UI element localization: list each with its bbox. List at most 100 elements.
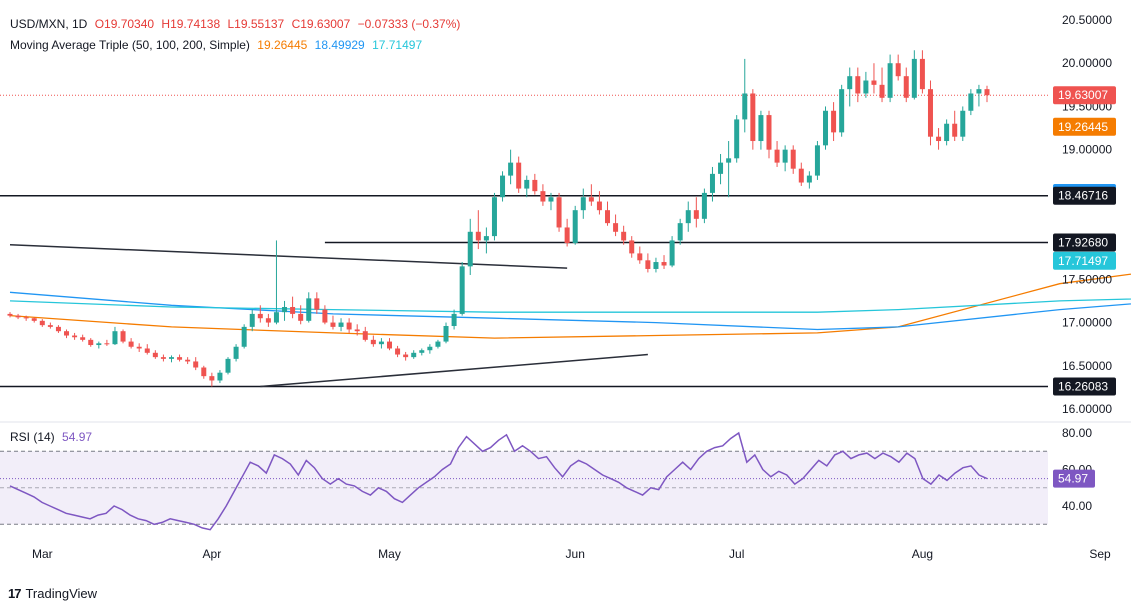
candle-body: [524, 179, 530, 189]
candle-body: [104, 343, 110, 345]
candle-body: [451, 313, 457, 327]
candle-body: [475, 231, 481, 241]
price-label-box: [1053, 377, 1116, 396]
candle-body: [168, 357, 174, 359]
rsi-value-box: [1053, 469, 1095, 488]
moving-average-200-line: [9, 298, 1131, 313]
candle-body: [15, 315, 21, 318]
candle-body: [96, 343, 102, 346]
candle-body: [580, 197, 586, 211]
candle-body: [774, 149, 780, 163]
candle-body: [734, 119, 740, 159]
candle-body: [459, 266, 465, 314]
candle-body: [483, 236, 489, 241]
candle-body: [290, 306, 296, 314]
candle-body: [500, 175, 506, 198]
rsi-value-text: 54.97: [1058, 472, 1088, 486]
candle-body: [370, 339, 376, 345]
price-pane: [0, 50, 1131, 388]
open-value: O19.70340: [94, 17, 155, 31]
candle-body: [112, 331, 118, 345]
candle-body: [491, 197, 497, 237]
candle-body: [306, 298, 312, 321]
candle-body: [669, 240, 675, 266]
candle-body: [427, 346, 433, 351]
candle-body: [847, 76, 853, 90]
month-tick-label: Apr: [203, 547, 222, 561]
candle-body: [322, 309, 328, 323]
axes: 20.5000020.0000019.5000019.0000017.50000…: [32, 13, 1116, 561]
trendline: [260, 353, 648, 388]
candle-body: [766, 115, 772, 150]
moving-average-50-line: [9, 273, 1131, 339]
price-label-text: 18.46716: [1058, 189, 1108, 203]
month-tick-label: Aug: [912, 547, 933, 561]
price-label-box: [1053, 186, 1116, 205]
candle-body: [88, 339, 94, 346]
price-label-text: 16.26083: [1058, 379, 1108, 393]
candle-body: [144, 348, 150, 353]
price-label-box: [1053, 117, 1116, 136]
candle-body: [386, 341, 392, 349]
candle-body: [782, 149, 788, 163]
candle-body: [653, 262, 659, 269]
candle-body: [831, 110, 837, 133]
candle-body: [346, 322, 352, 330]
candle-body: [185, 359, 191, 362]
rsi-line: [9, 431, 988, 531]
moving-average-100-line: [9, 291, 1131, 331]
candle-body: [177, 357, 183, 360]
candle-body: [257, 313, 263, 319]
candle-body: [855, 76, 861, 94]
candle-body: [338, 322, 344, 327]
candle-body: [984, 89, 990, 96]
candle-body: [750, 93, 756, 142]
candle-body: [419, 350, 425, 353]
candle-body: [621, 231, 627, 241]
candle-body: [823, 110, 829, 146]
candle-body: [47, 325, 53, 327]
candle-body: [241, 326, 247, 347]
candle-body: [31, 318, 37, 321]
candle-body: [160, 357, 166, 359]
candle-body: [911, 58, 917, 98]
rsi-pane: [0, 431, 1048, 531]
candle-body: [298, 313, 304, 321]
candle-body: [927, 89, 933, 137]
price-tick-label: 20.00000: [1062, 56, 1112, 70]
candle-body: [709, 173, 715, 193]
candle-body: [265, 318, 271, 323]
price-tick-label: 17.50000: [1062, 272, 1112, 286]
rsi-tick-label: 40.00: [1062, 499, 1092, 513]
price-tick-label: 16.00000: [1062, 402, 1112, 416]
candle-body: [249, 313, 255, 327]
candle-body: [726, 158, 732, 163]
candle-body: [742, 93, 748, 120]
candle-body: [758, 115, 764, 142]
candle-body: [677, 223, 683, 241]
low-value: L19.55137: [227, 17, 285, 31]
candle-body: [330, 322, 336, 327]
price-tick-label: 17.00000: [1062, 316, 1112, 330]
candle-body: [516, 162, 522, 189]
month-tick-label: May: [378, 547, 401, 561]
candle-body: [613, 223, 619, 232]
candle-body: [217, 372, 223, 381]
candle-body: [596, 201, 602, 211]
candle-body: [80, 337, 86, 340]
candle-body: [467, 231, 473, 267]
candle-body: [233, 346, 239, 359]
candle-body: [443, 326, 449, 342]
candle-body: [395, 348, 401, 355]
symbol-label: USD/MXN, 1D: [10, 17, 88, 31]
price-label-text: 19.26445: [1058, 120, 1108, 134]
candle-body: [952, 123, 958, 137]
candle-body: [839, 89, 845, 133]
candle-body: [629, 240, 635, 254]
candle-body: [39, 320, 45, 326]
ma-label: Moving Average Triple (50, 100, 200, Sim…: [10, 38, 250, 52]
change-value: −0.07333 (−0.37%): [357, 17, 461, 31]
candle-body: [887, 63, 893, 98]
candle-body: [403, 354, 409, 358]
ma100-value: 18.49929: [314, 38, 365, 52]
